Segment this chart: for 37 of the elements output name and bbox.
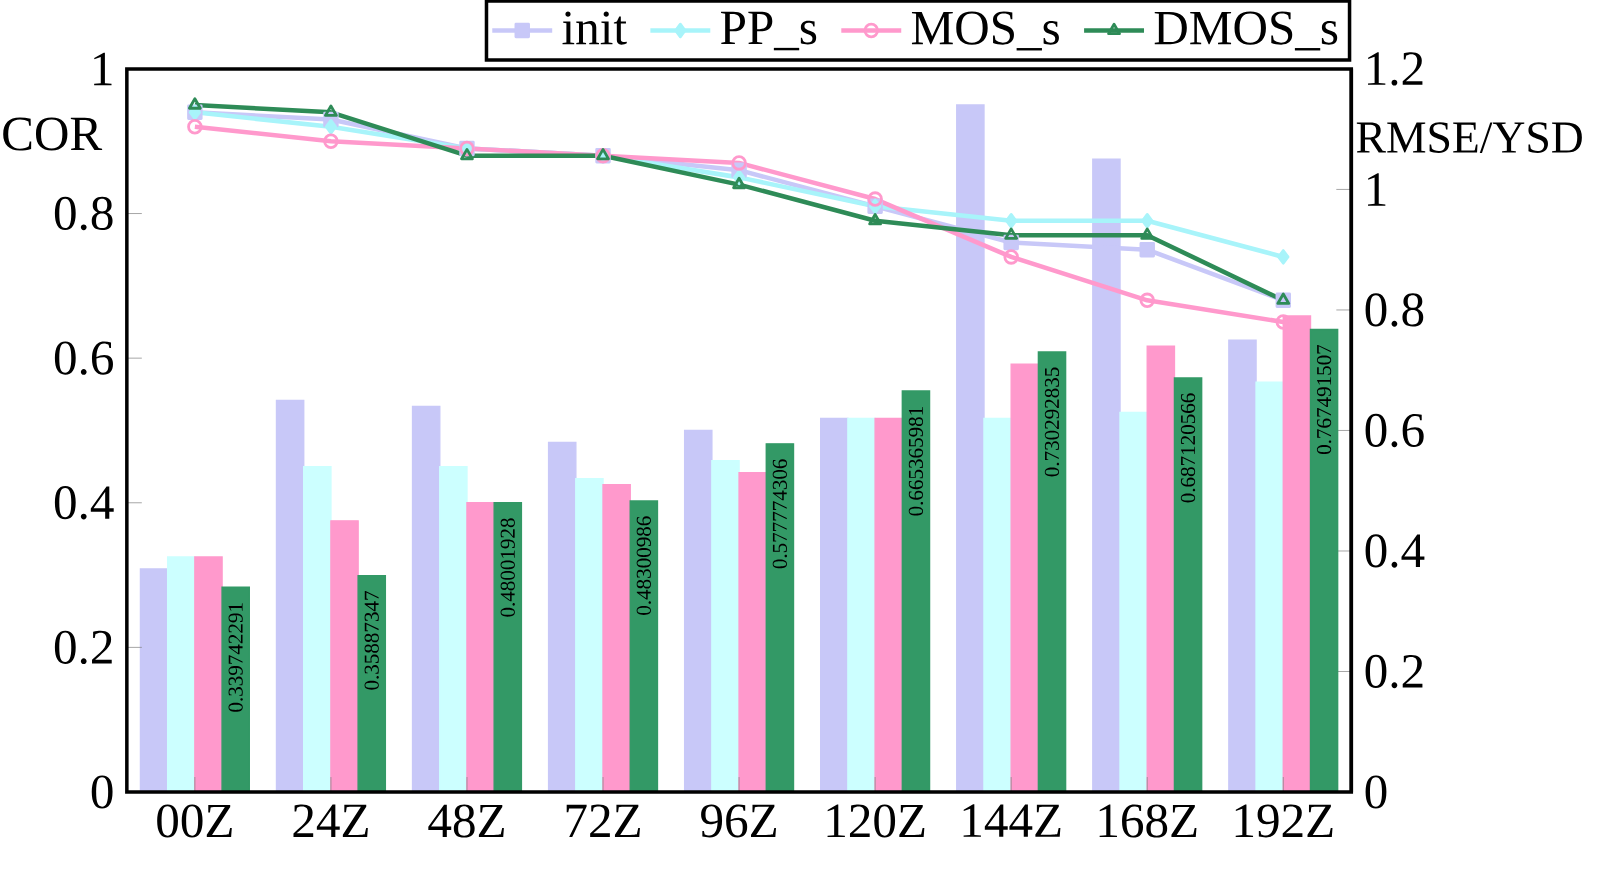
data-label: 0.577774306 (772, 459, 788, 569)
legend-label: DMOS_s (1154, 11, 1338, 51)
data-label: 0.48300986 (636, 516, 651, 615)
y2-tick-label: 1 (1368, 173, 1386, 206)
y-tick-label: 0 (91, 775, 113, 809)
x-tick-label: 144Z (963, 804, 1061, 837)
legend-label: MOS_s (911, 11, 1059, 51)
data-label: 0.767491507 (1316, 344, 1332, 455)
y2-tick-label: 1.2 (1368, 52, 1423, 86)
legend-label: PP_s (721, 11, 817, 51)
y-tick-label: 0.6 (54, 341, 113, 375)
y2-tick-label: 0.2 (1365, 654, 1423, 689)
x-tick-label: 96Z (701, 804, 776, 838)
x-tick-label: 00Z (157, 804, 232, 838)
y-tick-label: 0.2 (54, 630, 112, 665)
x-tick-label: 168Z (1099, 804, 1197, 838)
data-label: 0.35887347 (364, 591, 379, 690)
x-tick-label: 72Z (566, 804, 640, 837)
data-label: 0.687120566 (1180, 393, 1196, 503)
y-tick-label: 1 (94, 52, 112, 86)
data-label: 0.339742291 (228, 603, 243, 712)
data-label: 0.730292835 (1044, 367, 1060, 477)
x-tick-label: 48Z (428, 804, 504, 838)
y2-tick-label: 0.8 (1365, 293, 1424, 327)
y2-tick-label: 0.4 (1365, 534, 1425, 568)
y2-tick-label: 0 (1365, 775, 1387, 809)
data-label: 0.48001928 (500, 518, 515, 617)
y-axis-title: COR (3, 117, 103, 151)
y2-tick-label: 0.6 (1365, 413, 1424, 448)
x-tick-label: 24Z (293, 804, 368, 837)
legend-label: init (562, 11, 627, 45)
y-tick-label: 0.8 (54, 196, 113, 231)
x-tick-label: 120Z (827, 804, 925, 838)
x-tick-label: 192Z (1235, 804, 1333, 838)
y-tick-label: 0.4 (54, 486, 114, 520)
data-label: 0.665365981 (908, 407, 924, 516)
y2-axis-title: RMSE/YSD (1356, 122, 1582, 153)
